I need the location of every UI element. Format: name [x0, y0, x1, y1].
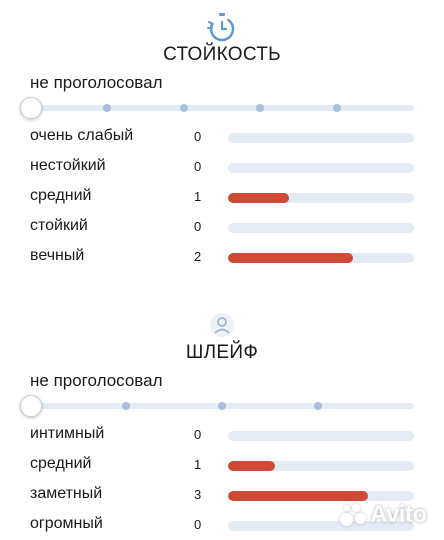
option-row[interactable]: очень слабый 0 [0, 125, 444, 149]
option-count: 0 [194, 427, 202, 442]
option-row[interactable]: заметный 3 [0, 483, 444, 507]
option-row[interactable]: средний 1 [0, 453, 444, 477]
slider-track[interactable] [30, 105, 414, 111]
option-progress-bar [228, 491, 414, 501]
option-label: заметный [30, 485, 103, 502]
option-row[interactable]: огромный 0 [0, 513, 444, 537]
vote-status: не проголосовал [30, 73, 163, 92]
slider-thumb[interactable] [20, 395, 42, 417]
option-progress-bar [228, 193, 414, 203]
slider-thumb[interactable] [20, 97, 42, 119]
avito-logo-icon [338, 501, 368, 529]
option-label: вечный [30, 247, 85, 264]
option-progress-fill [228, 461, 275, 471]
option-count: 2 [194, 249, 202, 264]
option-count: 0 [194, 129, 202, 144]
option-count: 0 [194, 219, 202, 234]
option-progress-bar [228, 253, 414, 263]
option-progress-bar [228, 431, 414, 441]
option-row[interactable]: вечный 2 [0, 245, 444, 269]
option-progress-bar [228, 223, 414, 233]
option-row[interactable]: стойкий 0 [0, 215, 444, 239]
rating-slider[interactable] [20, 395, 414, 417]
option-count: 0 [194, 159, 202, 174]
option-label: стойкий [30, 217, 88, 234]
vote-status: не проголосовал [30, 371, 163, 390]
option-label: средний [30, 187, 92, 204]
option-progress-bar [228, 163, 414, 173]
option-label: интимный [30, 425, 105, 442]
option-row[interactable]: средний 1 [0, 185, 444, 209]
section-title: ШЛЕЙФ [185, 342, 259, 363]
slider-stop-dot[interactable] [179, 104, 188, 112]
option-count: 0 [194, 517, 202, 532]
option-progress-fill [228, 193, 290, 203]
option-progress-bar [228, 521, 414, 531]
option-count: 1 [194, 189, 202, 204]
section-title: СТОЙКОСТЬ [163, 44, 281, 65]
slider-stop-dot[interactable] [333, 104, 342, 112]
option-label: очень слабый [30, 127, 134, 144]
option-progress-bar [228, 461, 414, 471]
slider-stop-dot[interactable] [102, 104, 111, 112]
option-label: нестойкий [30, 157, 106, 174]
option-progress-fill [228, 253, 353, 263]
slider-stop-dot[interactable] [122, 402, 130, 410]
stopwatch-icon [207, 13, 235, 42]
option-row[interactable]: нестойкий 0 [0, 155, 444, 179]
option-progress-bar [228, 133, 414, 143]
option-count: 1 [194, 457, 202, 472]
option-label: огромный [30, 515, 103, 532]
trail-person-icon [210, 313, 234, 337]
avito-watermark: Avito [338, 500, 427, 530]
rating-slider[interactable] [20, 97, 414, 119]
option-label: средний [30, 455, 92, 472]
slider-stop-dot[interactable] [256, 104, 265, 112]
option-count: 3 [194, 487, 202, 502]
option-row[interactable]: интимный 0 [0, 423, 444, 447]
watermark-text: Avito [370, 501, 427, 528]
option-progress-fill [228, 491, 368, 501]
slider-stop-dot[interactable] [218, 402, 226, 410]
slider-stop-dot[interactable] [314, 402, 322, 410]
